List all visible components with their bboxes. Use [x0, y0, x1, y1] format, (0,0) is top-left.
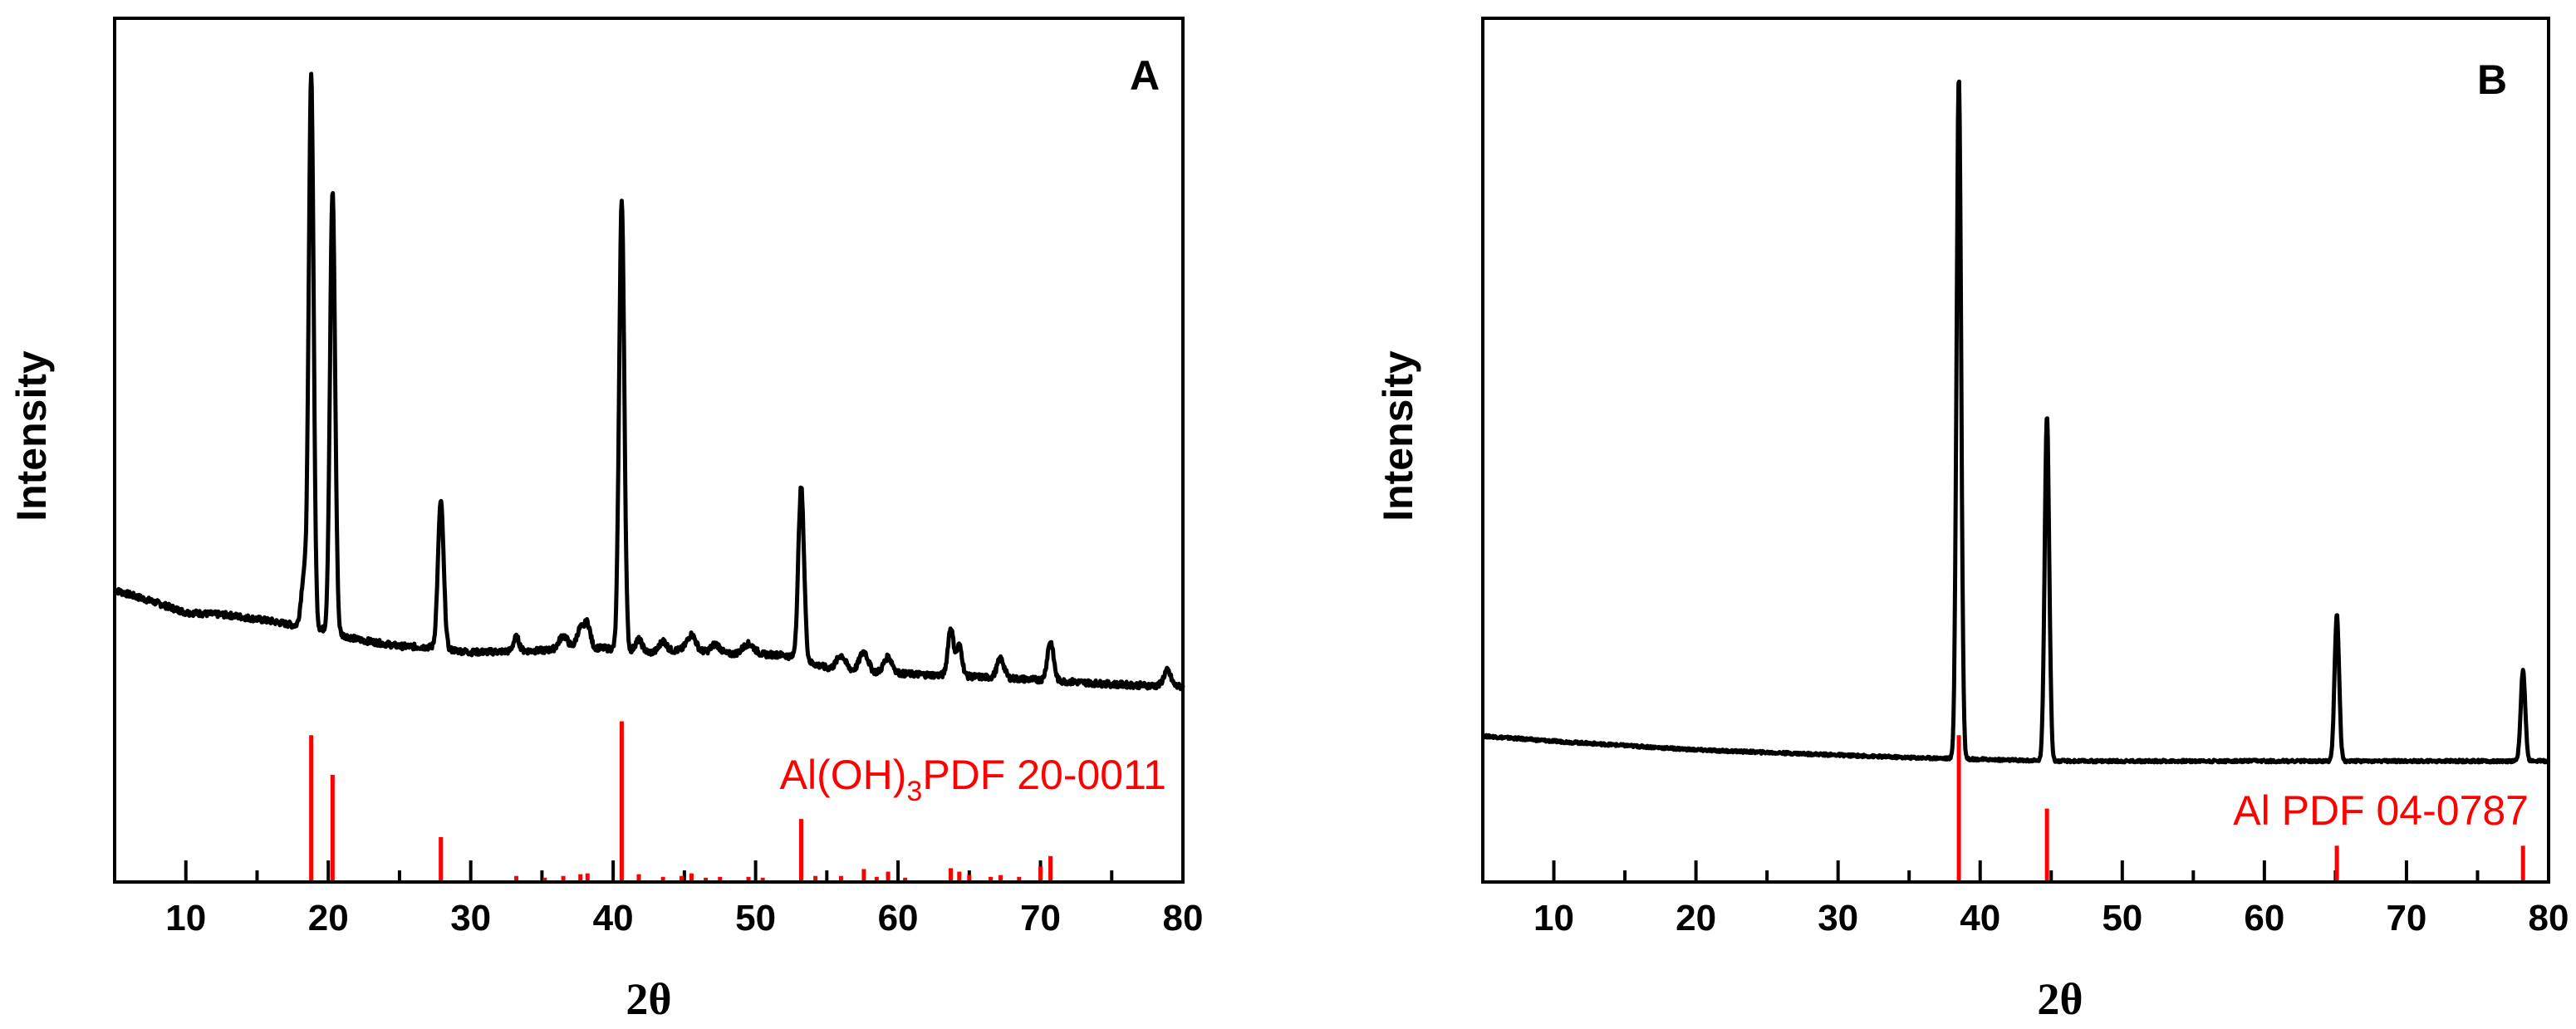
y-axis-label-b: Intensity [1375, 350, 1421, 522]
reference-label-b-main: Al PDF 04-0787 [2233, 787, 2529, 834]
x-ticks-b: 10 20 30 40 50 60 70 80 [1481, 860, 2569, 938]
xrd-pattern-a [113, 71, 1185, 692]
panel-b: 10 20 30 40 50 60 70 80 B Al PDF 04-0787 Intens… [1375, 17, 2569, 1024]
plot-frame-a [113, 17, 1185, 884]
x-tick-label-a-70: 70 [1020, 898, 1061, 938]
x-tick-label-b-30: 30 [1818, 898, 1858, 938]
x-tick-label-a-30: 30 [450, 898, 491, 938]
plot-frame-b [1481, 17, 2550, 884]
x-tick-label-a-40: 40 [593, 898, 634, 938]
x-tick-label-b-60: 60 [2244, 898, 2284, 938]
reference-lines-b [1956, 735, 2525, 880]
reference-label-a-subscript: 3 [906, 776, 922, 807]
panel-letter-b: B [2477, 56, 2507, 103]
x-tick-label-a-60: 60 [878, 898, 919, 938]
x-tick-label-b-40: 40 [1960, 898, 2000, 938]
y-axis-label-a: Intensity [8, 350, 55, 522]
x-tick-label-b-80: 80 [2529, 898, 2569, 938]
x-tick-label-b-50: 50 [2102, 898, 2142, 938]
panel-letter-a: A [1130, 52, 1160, 99]
x-tick-label-b-20: 20 [1676, 898, 1716, 938]
reference-label-a-main: Al(OH) [780, 752, 907, 798]
x-tick-label-a-20: 20 [308, 898, 349, 938]
reference-label-b: Al PDF 04-0787 [2233, 787, 2529, 834]
x-ticks-a: 10 20 30 40 50 60 70 80 [113, 860, 1204, 938]
reference-label-a-rest: PDF 20-0011 [922, 752, 1166, 798]
reference-label-a: Al(OH)3PDF 20-0011 [780, 752, 1166, 807]
x-tick-label-a-10: 10 [165, 898, 206, 938]
reference-lines-a [309, 721, 1053, 880]
x-tick-label-a-50: 50 [735, 898, 776, 938]
panel-a: 10 20 30 40 50 60 70 80 A Al(OH)3PDF 20-0011 In… [8, 17, 1204, 1024]
x-axis-label-b: 2θ [2037, 974, 2083, 1024]
x-tick-label-b-70: 70 [2386, 898, 2426, 938]
x-tick-label-b-10: 10 [1533, 898, 1574, 938]
x-axis-label-a: 2θ [626, 974, 671, 1024]
x-tick-label-a-80: 80 [1163, 898, 1204, 938]
xrd-pattern-b [1480, 79, 2551, 765]
